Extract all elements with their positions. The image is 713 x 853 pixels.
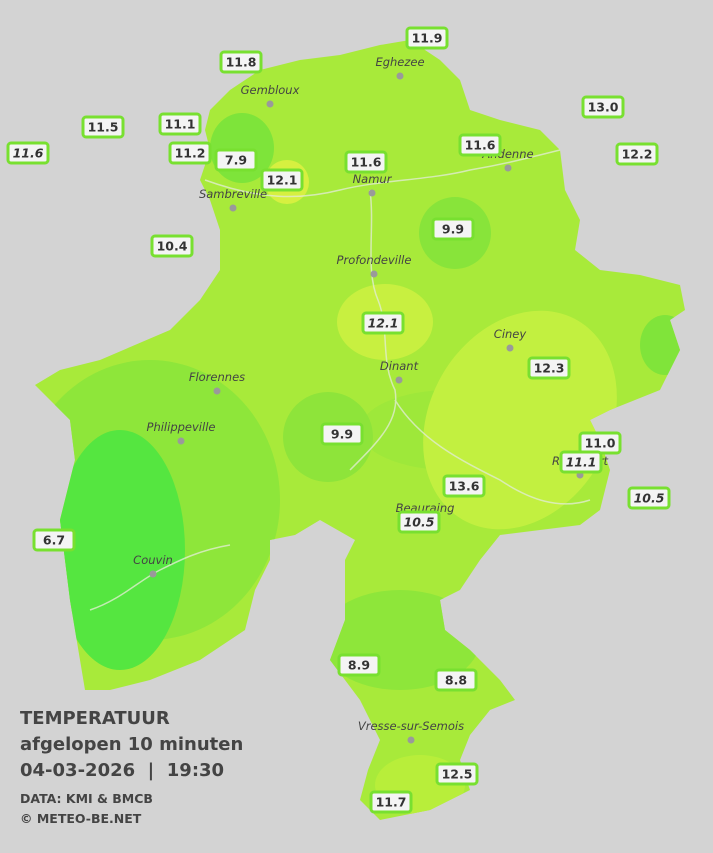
station-value: 12.5 [442,767,473,782]
town-dot [504,164,512,172]
station-box [435,762,479,786]
town-label: Sambreville [199,187,267,201]
town-dot [229,204,237,212]
town-dot [395,376,403,384]
town-dot [266,100,274,108]
station-value: 11.7 [376,795,407,810]
station-value: 11.5 [88,120,119,135]
town-label: Namur [353,172,393,186]
station-value: 11.8 [226,55,257,70]
station-box [32,528,76,552]
town-dot [177,437,185,445]
station-value: 10.4 [157,239,188,254]
town-label: Profondeville [337,253,412,267]
station-value: 10.5 [404,515,435,530]
station-value: 11.0 [585,436,616,451]
station-value: 11.6 [351,155,382,170]
town-dot [506,344,514,352]
town-label: Dinant [380,359,419,373]
station-box [458,133,502,157]
station-value: 11.1 [566,455,597,470]
station-box [219,50,263,74]
town-label: Vresse-sur-Semois [358,719,464,733]
town-dot [396,72,404,80]
station-box [431,217,475,241]
title: TEMPERATUUR [20,708,170,729]
station-box [6,141,50,165]
town-dot [370,270,378,278]
station-box [581,95,625,119]
station-box [150,234,194,258]
town-dot [149,570,157,578]
station-box [158,112,202,136]
station-value: 13.0 [588,100,619,115]
station-value: 12.1 [368,316,399,331]
station-box [527,356,571,380]
station-value: 11.6 [13,146,44,161]
source: DATA: KMI & BMCB [20,791,153,806]
station-box [397,510,441,534]
station-value: 11.6 [465,138,496,153]
station-value: 12.1 [267,173,298,188]
station-value: 10.5 [634,491,665,506]
town-label: Philippeville [147,420,216,434]
station-box [168,141,212,165]
station-value: 7.9 [225,153,247,168]
town-dot [213,387,221,395]
station-value: 9.9 [331,427,353,442]
station-value: 12.2 [622,147,653,162]
rivers [89,149,591,611]
station-value: 8.9 [348,658,370,673]
station-box [434,668,478,692]
station-box [344,150,388,174]
town-dot [368,189,376,197]
credit: © METEO-BE.NET [20,811,142,826]
station-box [405,26,449,50]
station-box [361,311,405,335]
station-box [442,474,486,498]
station-value: 12.3 [534,361,565,376]
station-value: 11.2 [175,146,206,161]
station-box [559,450,603,474]
datetime: 04-03-2026 | 19:30 [20,760,224,781]
town-label: Eghezee [375,55,424,69]
town-label: Florennes [189,370,245,384]
station-box [260,168,304,192]
station-box [214,148,258,172]
station-box [615,142,659,166]
station-value: 8.8 [445,673,467,688]
station-value: 6.7 [43,533,65,548]
station-value: 13.6 [449,479,480,494]
station-value: 11.9 [412,31,443,46]
town-dot [407,736,415,744]
station-box [337,653,381,677]
station-box [627,486,671,510]
station-value: 11.1 [165,117,196,132]
station-box [81,115,125,139]
station-value: 9.9 [442,222,464,237]
town-label: Ciney [494,327,527,341]
subtitle: afgelopen 10 minuten [20,734,243,755]
station-box [369,790,413,814]
station-box [320,422,364,446]
town-label: Gembloux [241,83,300,97]
town-label: Couvin [133,553,173,567]
